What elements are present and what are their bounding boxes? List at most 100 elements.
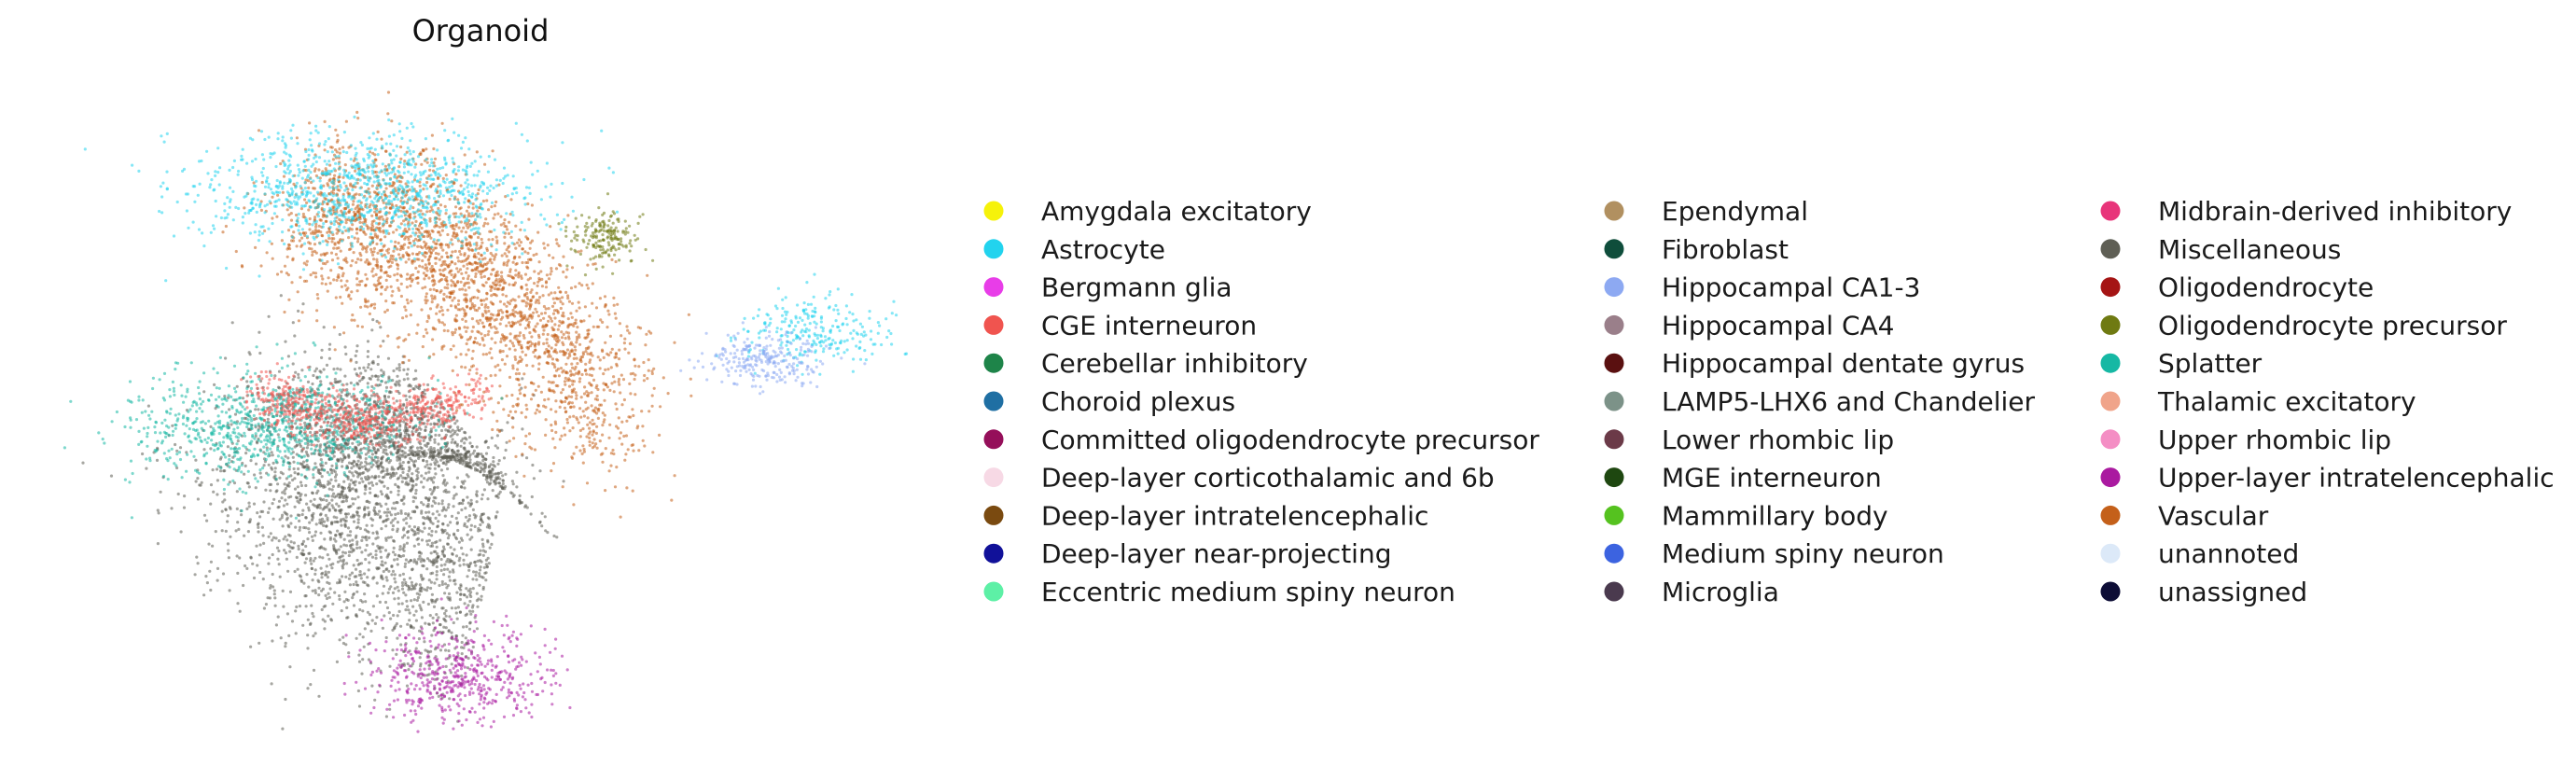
data-point bbox=[420, 616, 424, 620]
data-point bbox=[410, 280, 413, 284]
data-point bbox=[443, 478, 447, 482]
data-point bbox=[433, 157, 438, 160]
data-point bbox=[426, 497, 431, 502]
data-point bbox=[370, 619, 374, 622]
data-point bbox=[408, 395, 411, 398]
data-point bbox=[258, 330, 261, 334]
data-point bbox=[427, 578, 431, 582]
data-point bbox=[435, 551, 439, 556]
data-point bbox=[356, 117, 360, 120]
data-point bbox=[195, 555, 199, 559]
data-point bbox=[326, 470, 329, 474]
data-point bbox=[409, 559, 412, 563]
data-point bbox=[282, 174, 286, 178]
data-point bbox=[363, 512, 367, 517]
data-point bbox=[462, 625, 466, 629]
data-point bbox=[398, 436, 402, 439]
data-point bbox=[270, 242, 273, 245]
data-point bbox=[425, 292, 428, 296]
data-point bbox=[226, 520, 230, 523]
data-point bbox=[449, 521, 453, 524]
data-point bbox=[277, 563, 281, 566]
data-point bbox=[578, 407, 582, 411]
data-point bbox=[272, 536, 275, 539]
data-point bbox=[288, 534, 292, 537]
data-point bbox=[340, 523, 343, 527]
data-point bbox=[556, 384, 560, 388]
data-point bbox=[612, 390, 616, 394]
data-point bbox=[538, 520, 542, 523]
data-point bbox=[336, 257, 340, 260]
data-point bbox=[441, 313, 445, 316]
data-point bbox=[369, 466, 373, 469]
data-point bbox=[261, 534, 265, 537]
data-point bbox=[283, 492, 286, 495]
data-point bbox=[411, 499, 415, 504]
data-point bbox=[396, 527, 399, 531]
data-point bbox=[428, 516, 432, 520]
data-point bbox=[512, 344, 516, 348]
data-point bbox=[420, 511, 424, 515]
data-point bbox=[623, 337, 627, 341]
data-point bbox=[428, 168, 432, 172]
data-point bbox=[475, 244, 479, 247]
data-point bbox=[458, 333, 462, 337]
data-point bbox=[315, 506, 319, 509]
data-point bbox=[242, 583, 245, 588]
data-point bbox=[348, 534, 352, 537]
data-point bbox=[475, 468, 479, 472]
data-point bbox=[395, 399, 398, 403]
data-point bbox=[409, 234, 412, 238]
data-point bbox=[614, 402, 618, 406]
data-point bbox=[532, 311, 536, 314]
data-point bbox=[409, 489, 413, 493]
data-point bbox=[446, 467, 450, 471]
data-point bbox=[351, 202, 355, 206]
data-point bbox=[453, 548, 456, 551]
data-point bbox=[372, 400, 376, 404]
data-point bbox=[524, 304, 528, 308]
data-point bbox=[617, 380, 620, 383]
data-point bbox=[516, 361, 520, 365]
data-point bbox=[491, 467, 494, 471]
data-point bbox=[542, 328, 546, 332]
data-point bbox=[576, 362, 579, 366]
data-point bbox=[332, 326, 336, 329]
data-point bbox=[355, 231, 359, 235]
data-point bbox=[624, 434, 629, 438]
data-point bbox=[423, 388, 426, 392]
data-point bbox=[259, 208, 263, 212]
data-point bbox=[258, 553, 261, 557]
data-point bbox=[422, 188, 425, 191]
data-point bbox=[297, 467, 300, 471]
data-point bbox=[450, 284, 453, 287]
data-point bbox=[427, 455, 432, 459]
data-point bbox=[405, 298, 409, 302]
data-point bbox=[401, 554, 406, 558]
data-point bbox=[431, 490, 435, 494]
data-point bbox=[495, 287, 499, 291]
data-point bbox=[235, 554, 239, 558]
data-point bbox=[448, 596, 452, 600]
data-point bbox=[431, 453, 435, 457]
data-point bbox=[347, 485, 352, 489]
data-point bbox=[463, 326, 466, 329]
data-point bbox=[425, 452, 428, 455]
data-point bbox=[259, 509, 263, 514]
data-point bbox=[347, 461, 352, 465]
data-point bbox=[397, 448, 400, 452]
data-point bbox=[223, 498, 227, 502]
data-point bbox=[425, 463, 429, 467]
data-point bbox=[438, 622, 442, 627]
data-point bbox=[258, 543, 262, 547]
data-point bbox=[439, 233, 442, 237]
data-point bbox=[589, 358, 592, 362]
data-point bbox=[355, 580, 358, 584]
data-point bbox=[406, 536, 410, 539]
data-point bbox=[556, 327, 560, 331]
data-point bbox=[362, 645, 366, 648]
data-point bbox=[371, 274, 375, 278]
data-point bbox=[614, 316, 618, 320]
data-point bbox=[554, 410, 558, 413]
data-point bbox=[285, 516, 289, 520]
